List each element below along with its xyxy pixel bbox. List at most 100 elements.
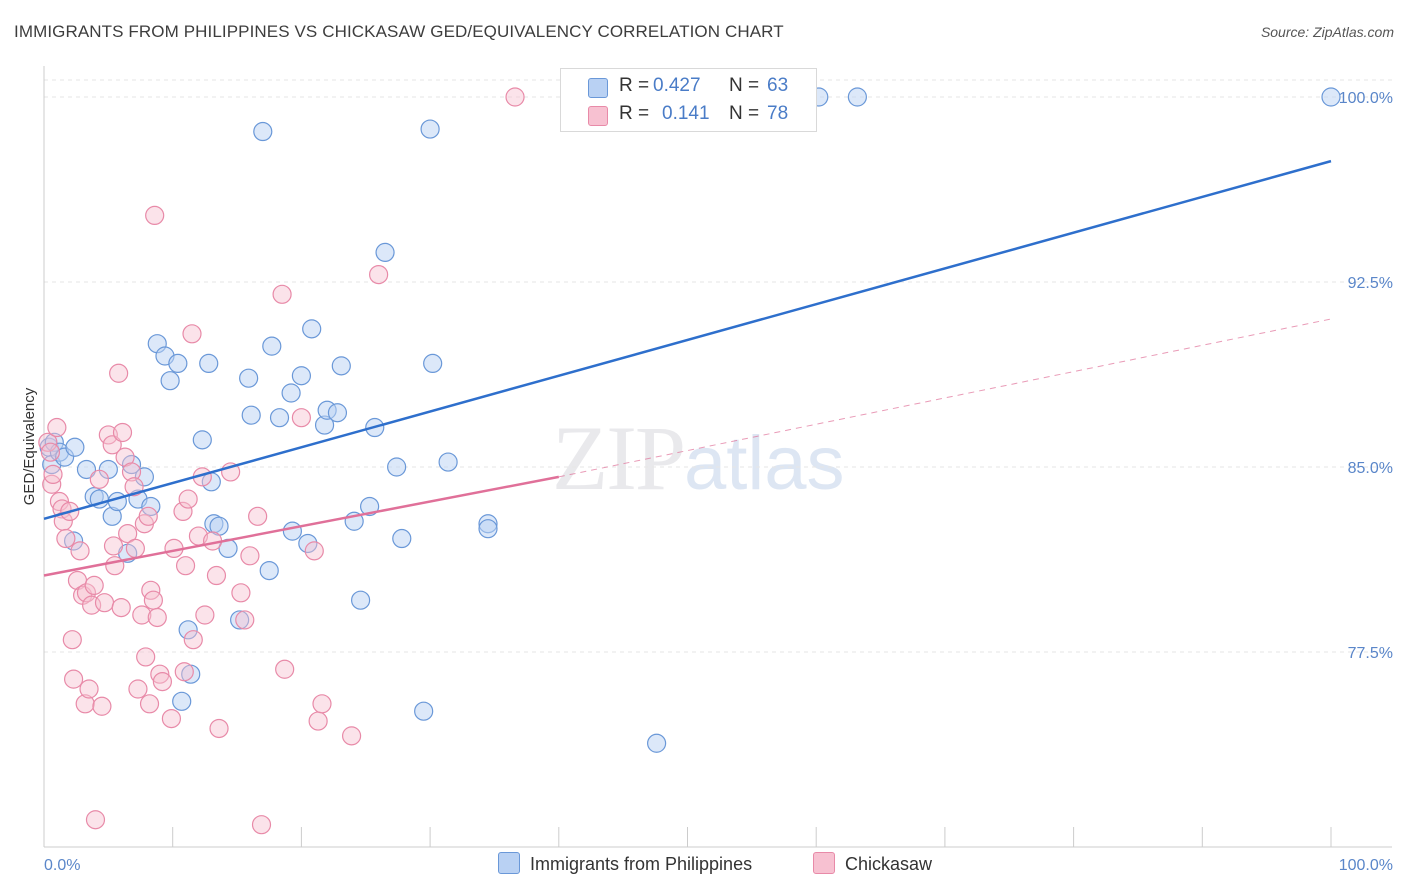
chickasaw-point — [43, 464, 63, 484]
chickasaw-point — [275, 659, 295, 679]
series-philippines-points — [39, 87, 1341, 753]
chickasaw-point — [369, 265, 389, 285]
watermark: ZIPatlas — [552, 405, 845, 511]
chickasaw-point — [231, 583, 251, 603]
philippines-point — [199, 353, 219, 373]
philippines-point — [76, 459, 97, 480]
axes — [43, 66, 1392, 848]
chickasaw-point — [150, 664, 170, 684]
philippines-point — [259, 560, 279, 581]
chickasaw-point — [147, 607, 167, 628]
chickasaw-point — [84, 575, 104, 596]
philippines-point — [160, 371, 180, 391]
legend-r-label: R = — [619, 75, 650, 96]
legend-r-value: 0.141 — [662, 103, 710, 124]
legend-n-label: N = — [729, 103, 760, 124]
chickasaw-point — [138, 506, 158, 526]
legend-row-chickasaw: R = 0.141 N = 78 — [561, 101, 816, 129]
chickasaw-point — [92, 696, 112, 716]
chickasaw-point — [175, 556, 196, 576]
philippines-point — [281, 383, 301, 403]
philippines-point — [327, 403, 348, 423]
chickasaw-point — [64, 669, 84, 689]
chickasaw-point — [272, 284, 292, 304]
philippines-point — [65, 437, 85, 457]
y-axis-title: GED/Equivalency — [21, 387, 38, 505]
chickasaw-point — [195, 605, 215, 625]
philippines-point — [64, 531, 84, 551]
chickasaw-point — [248, 506, 268, 526]
chickasaw-point — [505, 87, 525, 107]
philippines-point — [647, 733, 667, 753]
chart-title: IMMIGRANTS FROM PHILIPPINES VS CHICKASAW… — [14, 22, 784, 41]
legend-swatch-blue — [588, 78, 608, 98]
x-tick-label: 0.0% — [44, 857, 80, 874]
chickasaw-point — [183, 630, 203, 650]
series-chickasaw-points — [38, 87, 525, 835]
chickasaw-point — [49, 491, 70, 512]
chickasaw-point — [161, 708, 182, 729]
chickasaw-point — [235, 610, 255, 630]
chickasaw-point — [209, 718, 229, 739]
chickasaw-point — [174, 662, 194, 682]
chickasaw-point — [102, 435, 122, 455]
chickasaw-point — [132, 605, 152, 625]
chickasaw-point — [143, 590, 163, 610]
chickasaw-point — [62, 630, 82, 650]
chickasaw-point — [94, 593, 115, 613]
chickasaw-point — [125, 538, 145, 559]
chickasaw-point — [173, 501, 193, 521]
philippines-point — [351, 590, 371, 610]
grid-lines — [44, 79, 1392, 653]
chickasaw-point — [98, 425, 118, 445]
philippines-point — [392, 528, 412, 549]
philippines-point — [360, 496, 380, 517]
axis-labels: 100.0% 92.5% 85.0% 77.5% 0.0% 100.0% GED/Equiv… — [21, 90, 1393, 874]
philippines-point — [121, 454, 142, 475]
chickasaw-point — [75, 694, 95, 714]
legend-n-value: 78 — [767, 103, 789, 124]
watermark-zip: ZIP — [552, 407, 686, 509]
legend-n-label: N = — [729, 75, 760, 96]
chickasaw-trend-line — [43, 475, 560, 577]
philippines-point — [241, 405, 261, 425]
philippines-point — [178, 620, 198, 640]
chickasaw-point — [76, 583, 97, 603]
bottom-legend-swatch-pink — [813, 852, 835, 874]
philippines-point — [375, 242, 395, 262]
chickasaw-point — [139, 694, 160, 714]
philippines-point — [239, 368, 259, 388]
chickasaw-point — [47, 417, 67, 438]
chickasaw-point — [178, 489, 198, 509]
chickasaw-point — [206, 565, 227, 586]
bottom-legend-label: Chickasaw — [845, 854, 933, 874]
philippines-point — [414, 701, 434, 721]
chickasaw-point — [291, 408, 311, 428]
chickasaw-point — [103, 536, 124, 556]
chickasaw-point — [118, 523, 138, 544]
chickasaw-point — [85, 810, 106, 830]
philippines-point — [478, 519, 498, 539]
bottom-legend-chickasaw: Chickasaw — [813, 852, 932, 875]
chickasaw-point — [89, 469, 109, 489]
chickasaw-point — [182, 324, 202, 344]
philippines-point — [107, 491, 127, 512]
philippines-trend-line — [43, 159, 1332, 521]
philippines-point — [134, 467, 154, 487]
legend-r-label: R = — [619, 103, 650, 124]
chickasaw-point — [304, 541, 324, 561]
philippines-point — [172, 691, 192, 711]
x-tick-label: 100.0% — [1339, 857, 1393, 874]
y-tick-label: 85.0% — [1348, 460, 1393, 477]
source-credit: Source: ZipAtlas.com — [1260, 24, 1394, 40]
philippines-point — [192, 430, 212, 450]
chickasaw-point — [40, 442, 61, 462]
philippines-point — [1321, 87, 1341, 107]
philippines-point — [168, 353, 188, 373]
chickasaw-point — [42, 474, 62, 494]
chickasaw-point — [308, 711, 328, 731]
legend-swatch-pink — [588, 106, 608, 126]
chickasaw-point — [70, 541, 90, 561]
philippines-point — [253, 121, 273, 142]
philippines-point — [298, 533, 318, 554]
